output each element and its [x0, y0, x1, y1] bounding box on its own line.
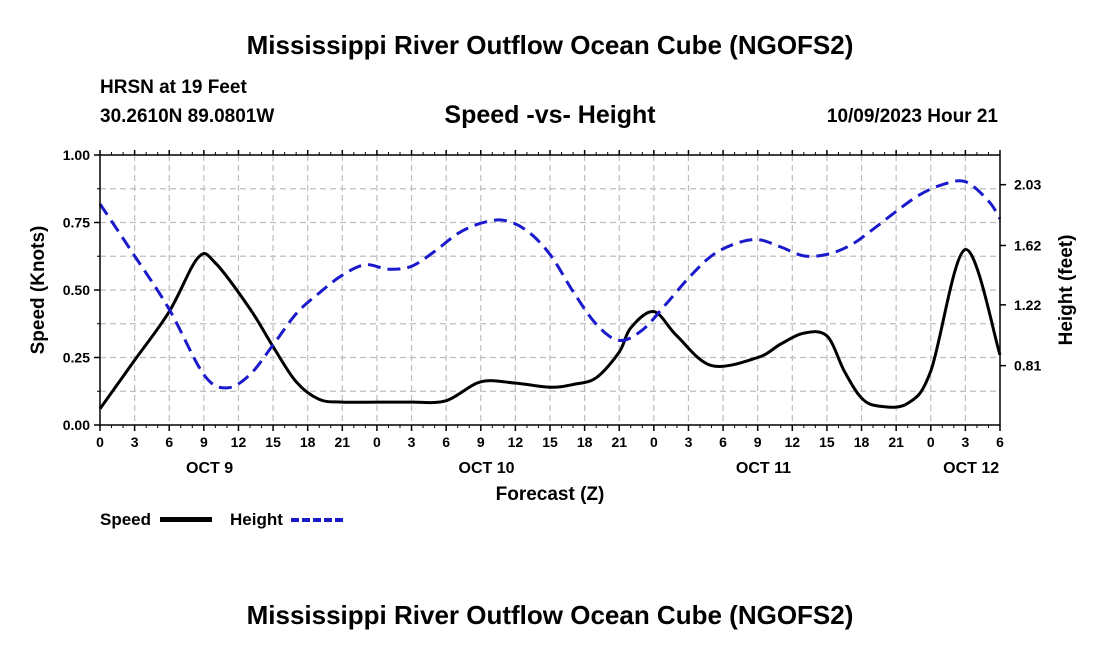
legend-height-label: Height	[230, 510, 283, 529]
day-label: OCT 10	[459, 460, 515, 477]
y2-axis-label: Height (feet)	[1056, 235, 1077, 346]
y2-tick-label: 2.03	[1014, 177, 1041, 193]
footer-title: Mississippi River Outflow Ocean Cube (NG…	[246, 600, 854, 630]
axis-ticks: 0 3 6 9 12 15 18 21 0 3 6 9 12 15 18 21 0 3 6 9 12 15 18 21 0 3 6O…	[63, 147, 1042, 477]
grid-lines	[100, 155, 1000, 425]
x-tick-label: 3	[131, 434, 139, 450]
station-label: HRSN at 19 Feet	[100, 77, 247, 98]
legend-speed-label: Speed	[100, 510, 152, 529]
x-tick-label: 12	[508, 434, 524, 450]
x-tick-label: 21	[611, 434, 627, 450]
x-tick-label: 0	[373, 434, 381, 450]
x-tick-label: 0	[650, 434, 658, 450]
x-tick-label: 21	[335, 434, 351, 450]
x-tick-label: 9	[754, 434, 762, 450]
y-tick-label: 0.00	[63, 417, 90, 433]
x-tick-label: 6	[165, 434, 173, 450]
legend-speed-swatch	[160, 517, 212, 522]
day-label: OCT 11	[736, 460, 791, 477]
page-title: Mississippi River Outflow Ocean Cube (NG…	[246, 30, 854, 60]
height-series-line	[98, 179, 1002, 390]
y2-tick-label: 1.22	[1014, 297, 1041, 313]
station-coordinates: 30.2610N 89.0801W	[100, 106, 275, 127]
speed-height-chart: 0 3 6 9 12 15 18 21 0 3 6 9 12 15 18 21 0 3 6 9 12 15 18 21 0 3 6O…	[28, 147, 1077, 505]
forecast-datetime: 10/09/2023 Hour 21	[826, 106, 998, 127]
x-tick-label: 3	[685, 434, 693, 450]
y-tick-label: 0.75	[63, 215, 90, 231]
x-axis-label: Forecast (Z)	[496, 484, 605, 505]
x-tick-label: 6	[996, 434, 1004, 450]
day-label: OCT 12	[943, 460, 999, 477]
x-tick-label: 0	[96, 434, 104, 450]
y2-tick-label: 1.62	[1014, 237, 1041, 253]
x-tick-label: 15	[819, 434, 835, 450]
y-tick-label: 1.00	[63, 147, 90, 163]
x-tick-label: 0	[927, 434, 935, 450]
chart-title: Speed -vs- Height	[444, 101, 656, 129]
y-tick-label: 0.25	[63, 350, 90, 366]
y-axis-label: Speed (Knots)	[28, 226, 49, 355]
x-tick-label: 3	[961, 434, 969, 450]
x-tick-label: 6	[719, 434, 727, 450]
legend-height-swatch	[291, 518, 343, 522]
series-layer	[98, 179, 1002, 410]
x-tick-label: 6	[442, 434, 450, 450]
x-tick-label: 21	[888, 434, 904, 450]
x-tick-label: 9	[477, 434, 485, 450]
x-tick-label: 18	[577, 434, 593, 450]
speed-series-line	[98, 248, 1002, 410]
x-tick-label: 9	[200, 434, 208, 450]
x-tick-label: 12	[785, 434, 801, 450]
x-tick-label: 3	[408, 434, 416, 450]
x-tick-label: 12	[231, 434, 247, 450]
x-tick-label: 15	[265, 434, 281, 450]
day-label: OCT 9	[186, 460, 233, 477]
y2-tick-label: 0.81	[1014, 358, 1041, 374]
x-tick-label: 18	[300, 434, 316, 450]
y-tick-label: 0.50	[63, 282, 90, 298]
x-tick-label: 15	[542, 434, 558, 450]
x-tick-label: 18	[854, 434, 870, 450]
